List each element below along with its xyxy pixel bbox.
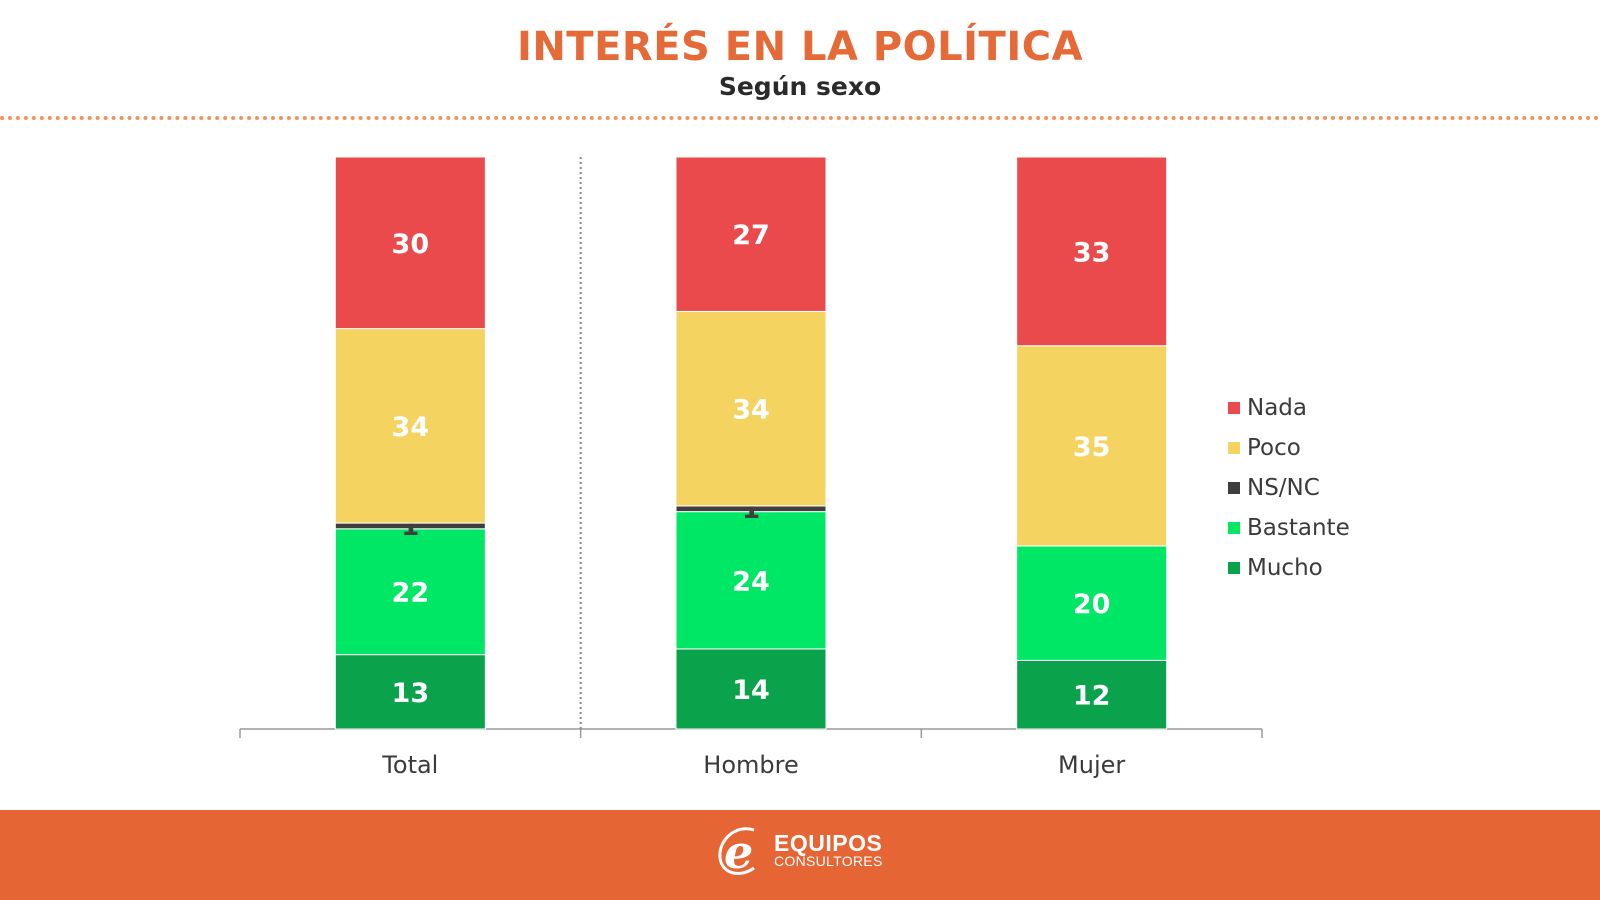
legend-label: Nada bbox=[1247, 395, 1307, 421]
svg-text:e: e bbox=[724, 825, 753, 878]
equipos-logo: e EQUIPOS CONSULTORES bbox=[714, 822, 883, 879]
legend-swatch bbox=[1228, 522, 1240, 534]
logo-e-icon: e bbox=[714, 822, 766, 879]
data-label: 14 bbox=[732, 675, 770, 706]
dotted-divider bbox=[0, 116, 1600, 120]
stacked-bar-chart: 132213430Total142413427Hombre12203533Muj… bbox=[239, 156, 1263, 779]
bar-segment-mucho-total bbox=[334, 654, 486, 730]
footer-bar bbox=[0, 810, 1600, 900]
bar-segment-nada-mujer bbox=[1016, 156, 1168, 347]
legend-item-bastante: Bastante bbox=[1228, 508, 1350, 548]
bar-segment-nada-total bbox=[334, 156, 486, 330]
chart-title: INTERÉS EN LA POLÍTICA bbox=[516, 24, 1084, 70]
bar-segment-bastante-total bbox=[334, 528, 486, 656]
legend-label: Bastante bbox=[1247, 515, 1350, 541]
bar-segment-bastante-hombre bbox=[675, 511, 827, 650]
bar-segment-nada-hombre bbox=[675, 156, 827, 312]
data-label: 22 bbox=[392, 578, 430, 609]
legend-swatch bbox=[1228, 402, 1240, 414]
bar-segment-poco-mujer bbox=[1016, 345, 1168, 547]
data-label: 27 bbox=[732, 220, 770, 251]
bar-segment-poco-total bbox=[334, 328, 486, 524]
legend-swatch bbox=[1228, 562, 1240, 574]
legend-item-nsnc: NS/NC bbox=[1228, 468, 1350, 508]
data-label: 13 bbox=[392, 678, 430, 709]
chart-subtitle: Según sexo bbox=[718, 72, 882, 101]
legend-label: NS/NC bbox=[1247, 475, 1320, 501]
logo-sub-text: CONSULTORES bbox=[774, 852, 883, 869]
x-tick-label: Hombre bbox=[703, 751, 798, 779]
legend-swatch bbox=[1228, 442, 1240, 454]
legend-label: Mucho bbox=[1247, 555, 1323, 581]
data-label: 24 bbox=[732, 566, 770, 597]
bar-segment-bastante-mujer bbox=[1016, 545, 1168, 661]
data-label: 34 bbox=[732, 395, 770, 426]
bar-segment-mucho-hombre bbox=[675, 648, 827, 730]
chart-legend: Nada Poco NS/NC Bastante Mucho bbox=[1228, 388, 1350, 588]
data-label: 30 bbox=[392, 229, 430, 260]
legend-item-poco: Poco bbox=[1228, 428, 1350, 468]
data-label: 35 bbox=[1073, 432, 1111, 463]
legend-swatch bbox=[1228, 482, 1240, 494]
legend-item-nada: Nada bbox=[1228, 388, 1350, 428]
data-label: 20 bbox=[1073, 589, 1111, 620]
data-label: 33 bbox=[1073, 237, 1111, 268]
data-label: 12 bbox=[1073, 681, 1111, 712]
logo-main-text: EQUIPOS bbox=[774, 829, 883, 856]
data-label: 34 bbox=[392, 412, 430, 443]
bar-segment-mucho-mujer bbox=[1016, 659, 1168, 730]
legend-label: Poco bbox=[1247, 435, 1301, 461]
x-tick-label: Mujer bbox=[1058, 751, 1125, 779]
x-tick-label: Total bbox=[381, 751, 438, 779]
legend-item-mucho: Mucho bbox=[1228, 548, 1350, 588]
bar-segment-poco-hombre bbox=[675, 310, 827, 507]
